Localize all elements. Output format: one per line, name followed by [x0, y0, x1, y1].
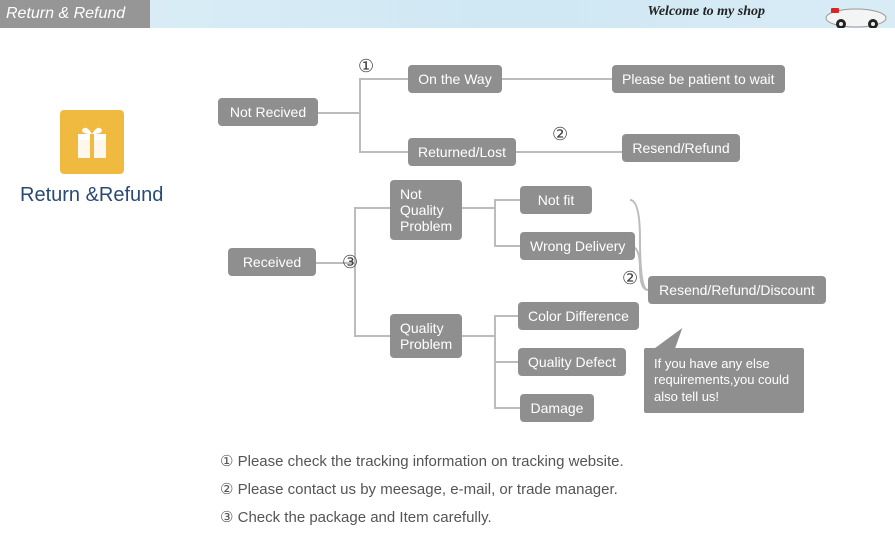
node-root_b: Received — [228, 248, 316, 276]
node-b2b: Quality Defect — [518, 348, 626, 376]
node-b1a: Not fit — [520, 186, 592, 214]
node-b2c: Damage — [520, 394, 594, 422]
marker-3: ③ — [342, 252, 358, 273]
header: Return & Refund Welcome to my shop — [0, 0, 895, 28]
node-root_a: Not Recived — [218, 98, 318, 126]
car-icon — [801, 0, 891, 28]
marker-2b: ② — [622, 268, 638, 289]
legend-3-text: Check the package and Item carefully. — [238, 509, 492, 526]
node-b1b: Wrong Delivery — [520, 232, 635, 260]
legend-2: ② Please contact us by meesage, e-mail, … — [220, 480, 618, 498]
legend-1: ① Please check the tracking information … — [220, 452, 624, 470]
gift-icon — [60, 110, 124, 174]
node-a1: On the Way — [408, 65, 502, 93]
header-title: Return & Refund — [0, 0, 150, 28]
legend-3-marker: ③ — [220, 509, 233, 526]
legend-3: ③ Check the package and Item carefully. — [220, 508, 492, 526]
node-a1_result: Please be patient to wait — [612, 65, 785, 93]
header-welcome: Welcome to my shop — [647, 4, 765, 20]
node-b2: QualityProblem — [390, 314, 462, 358]
marker-1: ① — [358, 56, 374, 77]
node-b2a: Color Difference — [518, 302, 639, 330]
section-title: Return &Refund — [20, 184, 163, 207]
node-a2_result: Resend/Refund — [622, 134, 740, 162]
header-gradient — [150, 0, 895, 28]
node-a2: Returned/Lost — [408, 138, 516, 166]
legend-2-text: Please contact us by meesage, e-mail, or… — [238, 481, 618, 498]
node-b1: NotQualityProblem — [390, 180, 462, 240]
legend-2-marker: ② — [220, 481, 233, 498]
callout: If you have any else requirements,you co… — [644, 348, 804, 413]
legend-1-marker: ① — [220, 453, 233, 470]
node-b_result: Resend/Refund/Discount — [648, 276, 826, 304]
legend-1-text: Please check the tracking information on… — [238, 453, 624, 470]
marker-2a: ② — [552, 124, 568, 145]
